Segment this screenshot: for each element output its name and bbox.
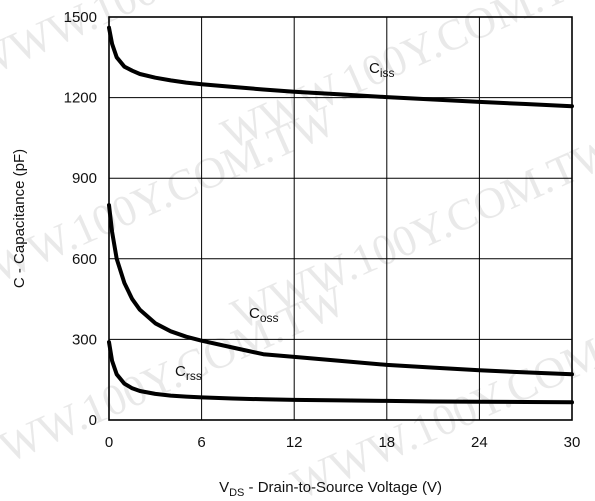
series-line-rss [107, 340, 574, 405]
series-line-oss [107, 203, 574, 377]
y-axis-label: C - Capacitance (pF) [11, 149, 28, 288]
x-tick-label: 24 [471, 434, 488, 451]
series-label-subscript: oss [260, 311, 279, 325]
series-label-subscript: iss [380, 66, 395, 80]
series-lines [107, 25, 574, 405]
y-tick-label: 1500 [64, 9, 97, 26]
y-tick-label: 300 [72, 331, 97, 348]
y-tick-label: 1200 [64, 90, 97, 107]
x-tick-label: 12 [286, 434, 303, 451]
y-tick-labels: 0 300 600 900 1200 1500 [64, 9, 97, 429]
x-tick-label: 18 [378, 434, 395, 451]
x-tick-label: 0 [105, 434, 113, 451]
x-tick-label: 30 [564, 434, 581, 451]
x-axis-label-subscript: DS [229, 487, 244, 499]
series-label-main: C [249, 305, 260, 322]
y-tick-label: 600 [72, 251, 97, 268]
series-label-subscript: rss [186, 369, 202, 383]
series-label-rss: Crss [175, 363, 202, 383]
x-tick-labels: 0 6 12 18 24 30 [105, 434, 581, 451]
x-axis-label: VDS - Drain-to-Source Voltage (V) [219, 479, 442, 499]
y-tick-label: 0 [89, 412, 97, 429]
series-label-main: C [175, 363, 186, 380]
x-axis-label-text: - Drain-to-Source Voltage (V) [244, 479, 442, 496]
series-label-iss: Ciss [369, 60, 395, 80]
series-line-iss [107, 25, 574, 109]
x-axis-label-prefix: V [219, 479, 229, 496]
x-tick-label: 6 [197, 434, 205, 451]
series-label-main: C [369, 60, 380, 77]
y-tick-label: 900 [72, 170, 97, 187]
series-label-oss: Coss [249, 305, 279, 325]
